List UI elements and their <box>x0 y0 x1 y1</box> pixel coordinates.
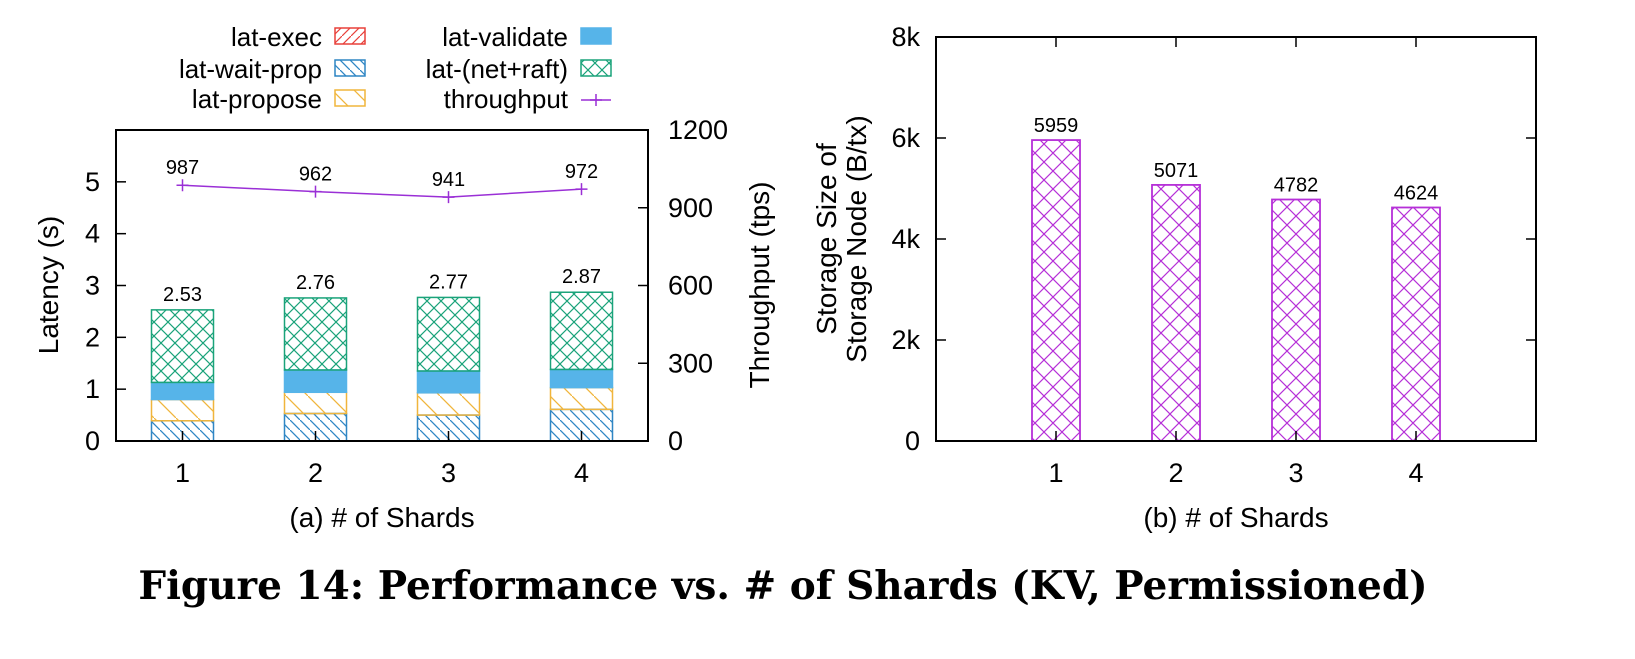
chart-storage-size: 5959 5071 4782 4624 0 2k 4k 6k 8k 1 2 3 4 Storage S… <box>811 22 1537 533</box>
y-axis-label-line-1: Storage Size of <box>811 143 842 335</box>
y2-axis-label: Throughput (tps) <box>744 182 775 389</box>
legend-label: lat-(net+raft) <box>426 54 568 84</box>
bar-segment-propose-4 <box>549 386 614 411</box>
y-axis-label-line-2: Storage Node (B/tx) <box>841 115 872 362</box>
bar-total-label: 2.77 <box>429 271 468 293</box>
throughput-point <box>309 185 322 198</box>
y2-tick-label: 1200 <box>668 115 728 145</box>
throughput-value-label: 987 <box>166 157 199 179</box>
bar-segment-propose-1 <box>150 398 215 422</box>
bar-segment-net_raft-3 <box>416 296 481 372</box>
throughput-value-label: 941 <box>432 169 465 191</box>
storage-bars: 5959 5071 4782 4624 <box>1031 115 1441 442</box>
legend-swatch <box>580 59 612 77</box>
throughput-point <box>176 179 189 192</box>
storage-bar-1 <box>1031 139 1081 442</box>
y-tick-label: 2 <box>85 322 100 352</box>
bar-segment-net_raft-1 <box>150 309 215 384</box>
figure-caption: Figure 14: Performance vs. # of Shards (… <box>138 563 1427 609</box>
bar-total-label: 2.53 <box>163 284 202 306</box>
throughput-value-label: 972 <box>565 161 598 183</box>
y2-tick-label: 300 <box>668 348 713 378</box>
storage-value-label: 4782 <box>1274 175 1319 197</box>
legend-item-lat-net-raft: lat-(net+raft) <box>426 54 612 84</box>
y-tick-label: 5 <box>85 167 100 197</box>
bar-segment-net_raft-2 <box>283 297 348 371</box>
legend-item-lat-exec: lat-exec <box>231 22 366 52</box>
bar-segment-validate-2 <box>283 369 348 394</box>
legend: lat-exec lat-wait-prop lat-propose lat-v… <box>179 22 612 114</box>
x-tick-label: 3 <box>441 458 456 488</box>
legend-label: lat-propose <box>192 84 322 114</box>
bar-segment-net_raft-4 <box>549 291 614 371</box>
x-tick-label: 2 <box>1168 458 1183 488</box>
bar-segment-validate-3 <box>416 370 481 394</box>
throughput-value-label: 962 <box>299 164 332 186</box>
y2-tick-label: 0 <box>668 426 683 456</box>
bar-segment-validate-1 <box>150 381 215 401</box>
y2-tick-label: 900 <box>668 193 713 223</box>
y-tick-label: 8k <box>891 22 920 52</box>
plot-frame <box>935 36 1537 442</box>
legend-label: throughput <box>444 84 569 114</box>
bar-total-label: 2.76 <box>296 272 335 294</box>
storage-bar-3 <box>1271 198 1321 442</box>
legend-label: lat-exec <box>231 22 322 52</box>
legend-swatch <box>334 59 366 77</box>
bar-segment-validate-4 <box>549 368 614 389</box>
y2-tick-label: 600 <box>668 271 713 301</box>
legend-label: lat-wait-prop <box>179 54 322 84</box>
axis-ticks: 0 1 2 3 4 5 0 300 600 900 1200 1 2 3 4 <box>85 115 728 488</box>
y-tick-label: 2k <box>891 325 920 355</box>
storage-bar-4 <box>1391 206 1441 442</box>
throughput-series-line <box>182 184 582 198</box>
y-tick-label: 1 <box>85 374 100 404</box>
latency-bars: 2.53 2.76 2.77 2.87 <box>150 266 614 442</box>
storage-bar-2 <box>1151 184 1201 442</box>
x-tick-label: 2 <box>308 458 323 488</box>
bar-segment-propose-3 <box>416 392 481 416</box>
throughput-point <box>575 183 588 196</box>
chart-latency-throughput: 2.53 2.76 2.77 2.87 987 962 941 972 0 1 2 3 4 5 0 300… <box>33 115 775 533</box>
x-axis-label: (b) # of Shards <box>1143 502 1328 533</box>
y-tick-label: 3 <box>85 271 100 301</box>
x-tick-label: 4 <box>1408 458 1423 488</box>
x-tick-label: 4 <box>574 458 589 488</box>
legend-swatch <box>580 27 612 45</box>
y-axis-label: Latency (s) <box>33 216 64 355</box>
x-tick-label: 1 <box>175 458 190 488</box>
storage-value-label: 5071 <box>1154 160 1199 182</box>
throughput-point <box>442 191 455 204</box>
legend-item-lat-validate: lat-validate <box>442 22 612 52</box>
y-tick-label: 4 <box>85 219 100 249</box>
bar-segment-propose-2 <box>283 391 348 415</box>
bar-total-label: 2.87 <box>562 266 601 288</box>
legend-item-throughput: throughput <box>444 84 611 114</box>
x-tick-label: 3 <box>1288 458 1303 488</box>
legend-item-lat-propose: lat-propose <box>192 84 366 114</box>
y-tick-label: 0 <box>85 426 100 456</box>
legend-marker <box>590 94 602 106</box>
throughput-line: 987 962 941 972 <box>166 157 598 204</box>
storage-value-label: 5959 <box>1034 115 1079 137</box>
x-axis-label: (a) # of Shards <box>289 502 474 533</box>
storage-value-label: 4624 <box>1394 182 1439 204</box>
legend-label: lat-validate <box>442 22 568 52</box>
y-tick-label: 6k <box>891 123 920 153</box>
y-tick-label: 4k <box>891 224 920 254</box>
legend-swatch <box>334 27 366 45</box>
legend-item-lat-wait-prop: lat-wait-prop <box>179 54 366 84</box>
axis-ticks: 0 2k 4k 6k 8k 1 2 3 4 <box>891 22 1536 488</box>
legend-swatch <box>334 89 366 107</box>
x-tick-label: 1 <box>1048 458 1063 488</box>
y-tick-label: 0 <box>905 426 920 456</box>
